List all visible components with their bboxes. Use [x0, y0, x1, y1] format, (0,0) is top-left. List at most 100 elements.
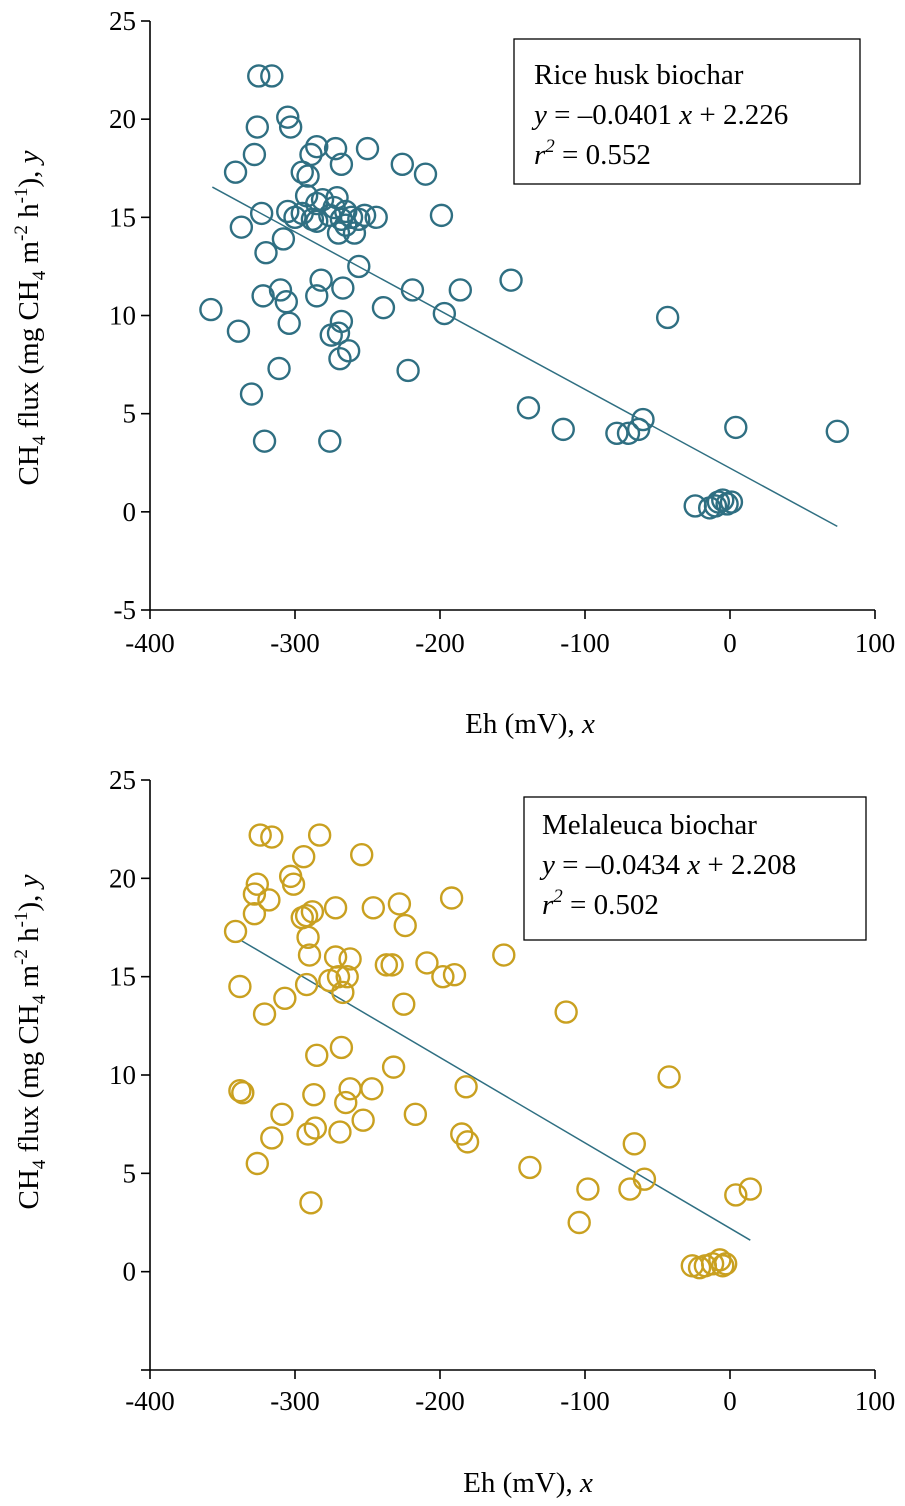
data-point — [719, 490, 744, 514]
data-point — [711, 1254, 735, 1278]
data-point — [371, 295, 396, 320]
data-point — [655, 305, 680, 330]
data-point — [296, 164, 320, 188]
data-point — [307, 823, 332, 847]
data-point — [390, 152, 414, 177]
y-tick-label: 0 — [123, 497, 137, 527]
legend-r2: r2 = 0.552 — [534, 136, 651, 171]
data-point — [276, 105, 300, 129]
data-point — [350, 843, 374, 867]
x-tick-label: -200 — [415, 628, 465, 658]
data-point — [387, 892, 412, 916]
data-point — [711, 488, 735, 512]
data-point — [415, 951, 439, 975]
data-point — [364, 205, 388, 230]
data-point — [305, 209, 329, 233]
data-point — [323, 896, 348, 920]
x-tick-label: -200 — [415, 1386, 465, 1416]
legend-equation: y = –0.0401 x + 2.226 — [531, 99, 788, 131]
data-point — [277, 311, 301, 336]
data-point — [296, 1122, 320, 1146]
data-point — [631, 407, 655, 432]
data-points — [223, 823, 762, 1280]
data-point — [442, 962, 467, 987]
data-point — [499, 268, 523, 292]
data-point — [738, 1177, 762, 1201]
regression-line — [211, 186, 838, 528]
data-point — [352, 203, 377, 228]
data-point — [319, 323, 343, 347]
data-point — [360, 1077, 384, 1101]
data-point — [429, 203, 454, 228]
y-tick-label: 5 — [123, 1158, 137, 1188]
data-point — [336, 339, 361, 363]
x-tick-label: -400 — [125, 1386, 175, 1416]
data-point — [724, 1183, 748, 1207]
x-tick-label: -300 — [270, 1386, 320, 1416]
x-tick-label: 100 — [855, 628, 896, 658]
data-point — [516, 396, 541, 420]
x-axis-ticks: -400 -300 -200 -100 0 100 — [125, 1370, 895, 1416]
data-point — [299, 1191, 323, 1215]
data-point — [322, 195, 346, 220]
y-tick-label: 10 — [109, 1060, 136, 1090]
data-point — [302, 1082, 326, 1107]
data-point — [292, 844, 316, 869]
data-point — [252, 429, 277, 453]
data-point — [267, 356, 291, 381]
data-point — [305, 1043, 329, 1068]
data-point — [329, 152, 354, 177]
data-point — [257, 888, 281, 912]
data-point — [290, 201, 314, 226]
data-point — [260, 825, 284, 849]
data-point — [724, 415, 748, 440]
data-point — [318, 429, 342, 453]
data-point — [242, 902, 267, 926]
y-axis-title: CH4 flux (mg CH4 m-2 h-1), y — [11, 874, 50, 1209]
legend: Melaleuca biochar y = –0.0434 x + 2.208 … — [523, 796, 867, 941]
data-point — [297, 943, 322, 967]
data-point — [683, 494, 707, 518]
data-point — [260, 64, 284, 88]
x-axis-title: Eh (mV), x — [465, 708, 595, 740]
data-point — [239, 382, 264, 406]
data-point — [439, 886, 464, 910]
data-point — [347, 254, 371, 279]
data-point — [374, 953, 399, 977]
data-point — [300, 900, 325, 924]
x-axis-title: Eh (mV), x — [463, 1467, 593, 1499]
y-tick-label: 0 — [123, 1257, 137, 1287]
data-point — [347, 207, 371, 231]
data-point — [431, 964, 455, 989]
data-point — [310, 187, 335, 212]
data-point — [254, 240, 278, 265]
data-point — [228, 1079, 252, 1103]
data-point — [260, 1126, 284, 1150]
y-axis-ticks: -5 0 5 10 15 20 25 — [109, 6, 150, 625]
data-point — [454, 1075, 478, 1099]
data-point — [567, 1210, 591, 1235]
data-point — [305, 284, 329, 308]
data-point — [825, 419, 849, 444]
data-point — [518, 1155, 542, 1180]
data-point — [325, 185, 349, 210]
legend-equation: y = –0.0434 x + 2.208 — [539, 849, 796, 881]
data-point — [228, 974, 252, 999]
data-point — [338, 1077, 362, 1101]
data-point — [455, 1130, 480, 1154]
data-point — [342, 221, 367, 245]
data-point — [393, 913, 417, 938]
data-point — [242, 142, 267, 167]
data-point — [281, 872, 306, 896]
x-axis-ticks: -400 -300 -200 -100 0 100 — [125, 610, 895, 658]
x-tick-label: -300 — [270, 628, 320, 658]
data-point — [223, 919, 248, 944]
data-point — [242, 882, 267, 906]
data-point — [226, 319, 251, 343]
data-point — [296, 925, 320, 950]
data-point — [492, 943, 516, 967]
legend-box — [523, 796, 867, 941]
data-point — [334, 213, 358, 237]
data-point — [248, 823, 272, 847]
data-point — [338, 947, 362, 971]
